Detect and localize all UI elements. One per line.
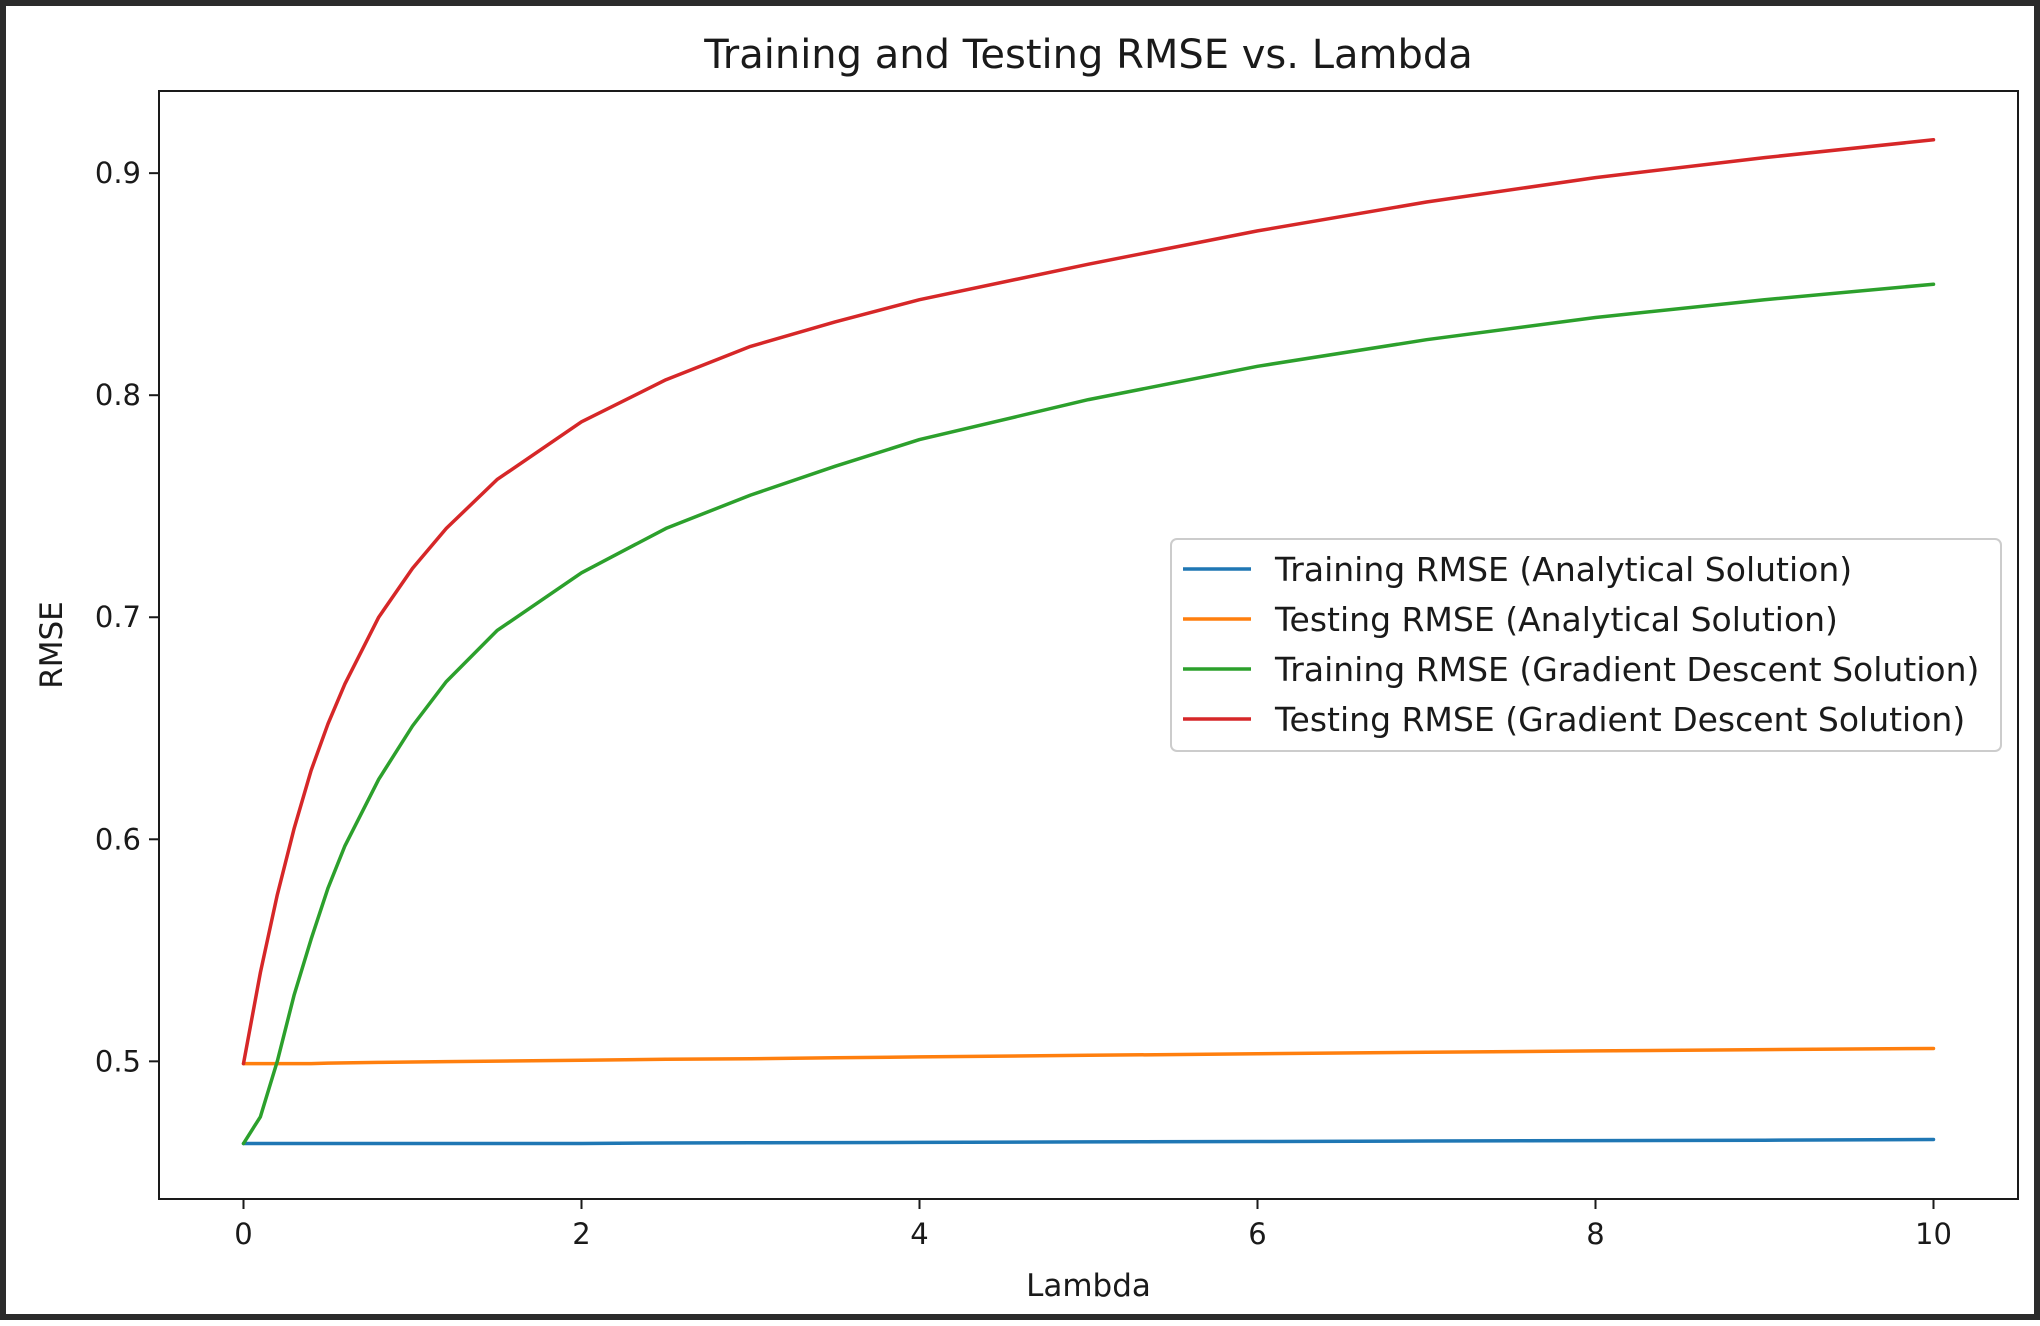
- legend-entry-label: Testing RMSE (Analytical Solution): [1274, 600, 1838, 639]
- series-line-4: [241, 138, 1936, 1066]
- series-line-3: [241, 282, 1936, 1146]
- series-line-1: [241, 1137, 1936, 1146]
- legend-entry-label: Training RMSE (Analytical Solution): [1274, 550, 1852, 589]
- legend-box: [1170, 538, 2002, 752]
- y-tick-label: 0.6: [95, 822, 141, 856]
- x-tick-label: 4: [910, 1217, 928, 1251]
- line-chart: Training and Testing RMSE vs. Lambda 0 2 4…: [34, 32, 2019, 1304]
- legend-entry-label: Training RMSE (Gradient Descent Solution…: [1274, 650, 1979, 689]
- y-tick-label: 0.5: [95, 1044, 141, 1078]
- series-line-2: [241, 1046, 1936, 1066]
- plot-area-frame: [158, 90, 2019, 1200]
- x-tick-label: 6: [1248, 1217, 1266, 1251]
- x-tick-label: 10: [1915, 1217, 1952, 1251]
- x-tick-label: 0: [234, 1217, 252, 1251]
- legend-entry-label: Testing RMSE (Gradient Descent Solution): [1274, 700, 1965, 739]
- chart-title: Training and Testing RMSE vs. Lambda: [703, 32, 1473, 78]
- legend: Training RMSE (Analytical Solution) Testi…: [1170, 538, 2002, 752]
- x-axis-ticks: 0 2 4 6 8 10: [234, 1199, 1952, 1251]
- y-axis-label: RMSE: [34, 601, 70, 689]
- series-layer: [241, 138, 1936, 1146]
- y-tick-label: 0.9: [95, 156, 141, 190]
- x-tick-label: 2: [572, 1217, 590, 1251]
- x-axis-label: Lambda: [1026, 1268, 1151, 1304]
- x-tick-label: 8: [1586, 1217, 1604, 1251]
- y-tick-label: 0.7: [95, 600, 141, 634]
- y-axis-ticks: 0.5 0.6 0.7 0.8 0.9: [95, 156, 159, 1078]
- y-tick-label: 0.8: [95, 378, 141, 412]
